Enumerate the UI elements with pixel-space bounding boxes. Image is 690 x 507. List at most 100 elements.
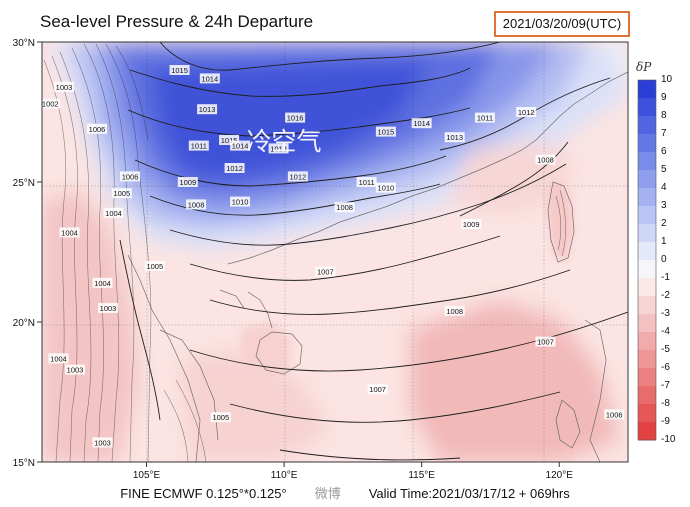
coastline [127, 71, 628, 462]
isobar-label: 1008 [334, 202, 355, 213]
svg-text:1014: 1014 [232, 142, 249, 151]
colorbar-label: 0 [661, 254, 667, 265]
svg-text:1003: 1003 [56, 83, 73, 92]
svg-text:1012: 1012 [226, 164, 243, 173]
isobar-label: 1003 [54, 81, 75, 92]
colorbar-swatch [638, 368, 656, 387]
lat-tick-label: 30°N [13, 38, 35, 49]
svg-text:1005: 1005 [212, 413, 229, 422]
colorbar-swatch [638, 332, 656, 351]
svg-text:1006: 1006 [89, 125, 106, 134]
isobar-label: 1012 [287, 171, 308, 182]
watermark: 微博 [314, 486, 341, 501]
colorbar-swatch [638, 152, 656, 171]
colorbar-label: -1 [661, 272, 670, 283]
colorbar-label: -3 [661, 308, 670, 319]
colorbar-swatch [638, 224, 656, 243]
isobar-label: 1008 [444, 305, 465, 316]
model-label: FINE ECMWF 0.125°*0.125° [120, 486, 287, 501]
colorbar-swatch [638, 314, 656, 333]
isobar-label: 1013 [268, 143, 289, 154]
colorbar-label: -2 [661, 290, 670, 301]
isobar-label: 1014 [230, 140, 251, 151]
svg-text:1009: 1009 [179, 178, 196, 187]
colorbar-swatch [638, 404, 656, 423]
latitude-axis: 30°N 25°N 20°N 15°N [13, 38, 42, 469]
colorbar-label: -6 [661, 362, 670, 373]
map-frame [41, 41, 629, 463]
colorbar-label: 2 [661, 218, 667, 229]
svg-text:1006: 1006 [606, 410, 623, 419]
colorbar-label: 1 [661, 236, 667, 247]
svg-text:1011: 1011 [359, 178, 375, 187]
svg-text:1013: 1013 [270, 144, 287, 153]
colorbar-title: δP [636, 60, 652, 74]
colorbar-label: 3 [661, 200, 667, 211]
colorbar-swatch [638, 350, 656, 369]
colorbar-label: -9 [661, 416, 670, 427]
svg-text:1003: 1003 [100, 304, 117, 313]
terrain-contours [43, 43, 566, 462]
lat-tick-label: 25°N [13, 178, 35, 189]
colorbar-label: 6 [661, 146, 667, 157]
isobar-label: 1008 [186, 199, 207, 210]
isobar-label: 1004 [48, 353, 69, 364]
svg-text:1012: 1012 [290, 172, 307, 181]
footer: FINE ECMWF 0.125°*0.125° 微博 Valid Time:202… [0, 483, 690, 502]
isobar-label: 1003 [92, 437, 113, 448]
cold-air-annotation: 冷空气 [246, 127, 321, 156]
lon-tick-label: 105°E [133, 470, 161, 481]
chart-title: Sea-level Pressure & 24h Departure [40, 12, 314, 31]
isobar-label: 1016 [285, 112, 306, 123]
isobar-label: 1009 [461, 219, 482, 229]
svg-text:1015: 1015 [378, 128, 395, 137]
isobar-label: 1004 [92, 277, 113, 288]
colorbar-swatch [638, 260, 656, 279]
svg-text:1004: 1004 [50, 354, 67, 363]
svg-text:1007: 1007 [369, 385, 386, 394]
isobars [119, 42, 628, 461]
isobar-label: 1006 [87, 123, 108, 134]
lon-tick-label: 120°E [546, 470, 574, 481]
isobar-label: 1012 [224, 163, 245, 173]
colorbar-label: -7 [661, 380, 670, 391]
lon-tick-label: 110°E [271, 470, 298, 481]
colorbar-swatch [638, 278, 656, 297]
valid-time-label: Valid Time:2021/03/17/12 + 069hrs [368, 486, 570, 501]
colorbar-label: -4 [661, 326, 670, 337]
colorbar-label: 5 [661, 164, 667, 175]
isobar-label: 1009 [177, 177, 198, 187]
svg-text:1014: 1014 [201, 74, 218, 83]
colorbar-swatch [638, 170, 656, 189]
isobar-label: 1003 [98, 303, 119, 313]
svg-text:1010: 1010 [378, 184, 395, 193]
isobar-label: 1010 [375, 182, 396, 193]
isobar-label: 1015 [169, 65, 190, 75]
colorbar-swatch [638, 98, 656, 117]
svg-text:1013: 1013 [446, 133, 463, 142]
isobar-label: 1004 [103, 207, 124, 218]
isobar-label: 1015 [375, 126, 396, 137]
svg-text:1013: 1013 [199, 105, 216, 114]
isobar-label: 1010 [230, 196, 251, 207]
svg-text:1011: 1011 [477, 114, 493, 123]
svg-text:1008: 1008 [188, 200, 205, 209]
colorbar [637, 79, 657, 441]
svg-text:1005: 1005 [113, 189, 130, 198]
isobar-label: 1011 [474, 112, 495, 123]
colorbar-swatch [638, 206, 656, 225]
svg-text:1008: 1008 [537, 156, 554, 165]
colorbar-label: 8 [661, 110, 667, 121]
isobar-label: 1011 [188, 140, 209, 151]
isobar-label: 1007 [535, 336, 556, 347]
svg-text:1007: 1007 [537, 338, 554, 347]
colorbar-swatch [638, 116, 656, 135]
isobar-label: 1005 [144, 261, 165, 271]
isobar-label: 1015 [219, 135, 240, 145]
isobar-label: 1013 [197, 104, 218, 115]
colorbar-label: -8 [661, 398, 670, 409]
svg-text:1011: 1011 [191, 142, 207, 151]
